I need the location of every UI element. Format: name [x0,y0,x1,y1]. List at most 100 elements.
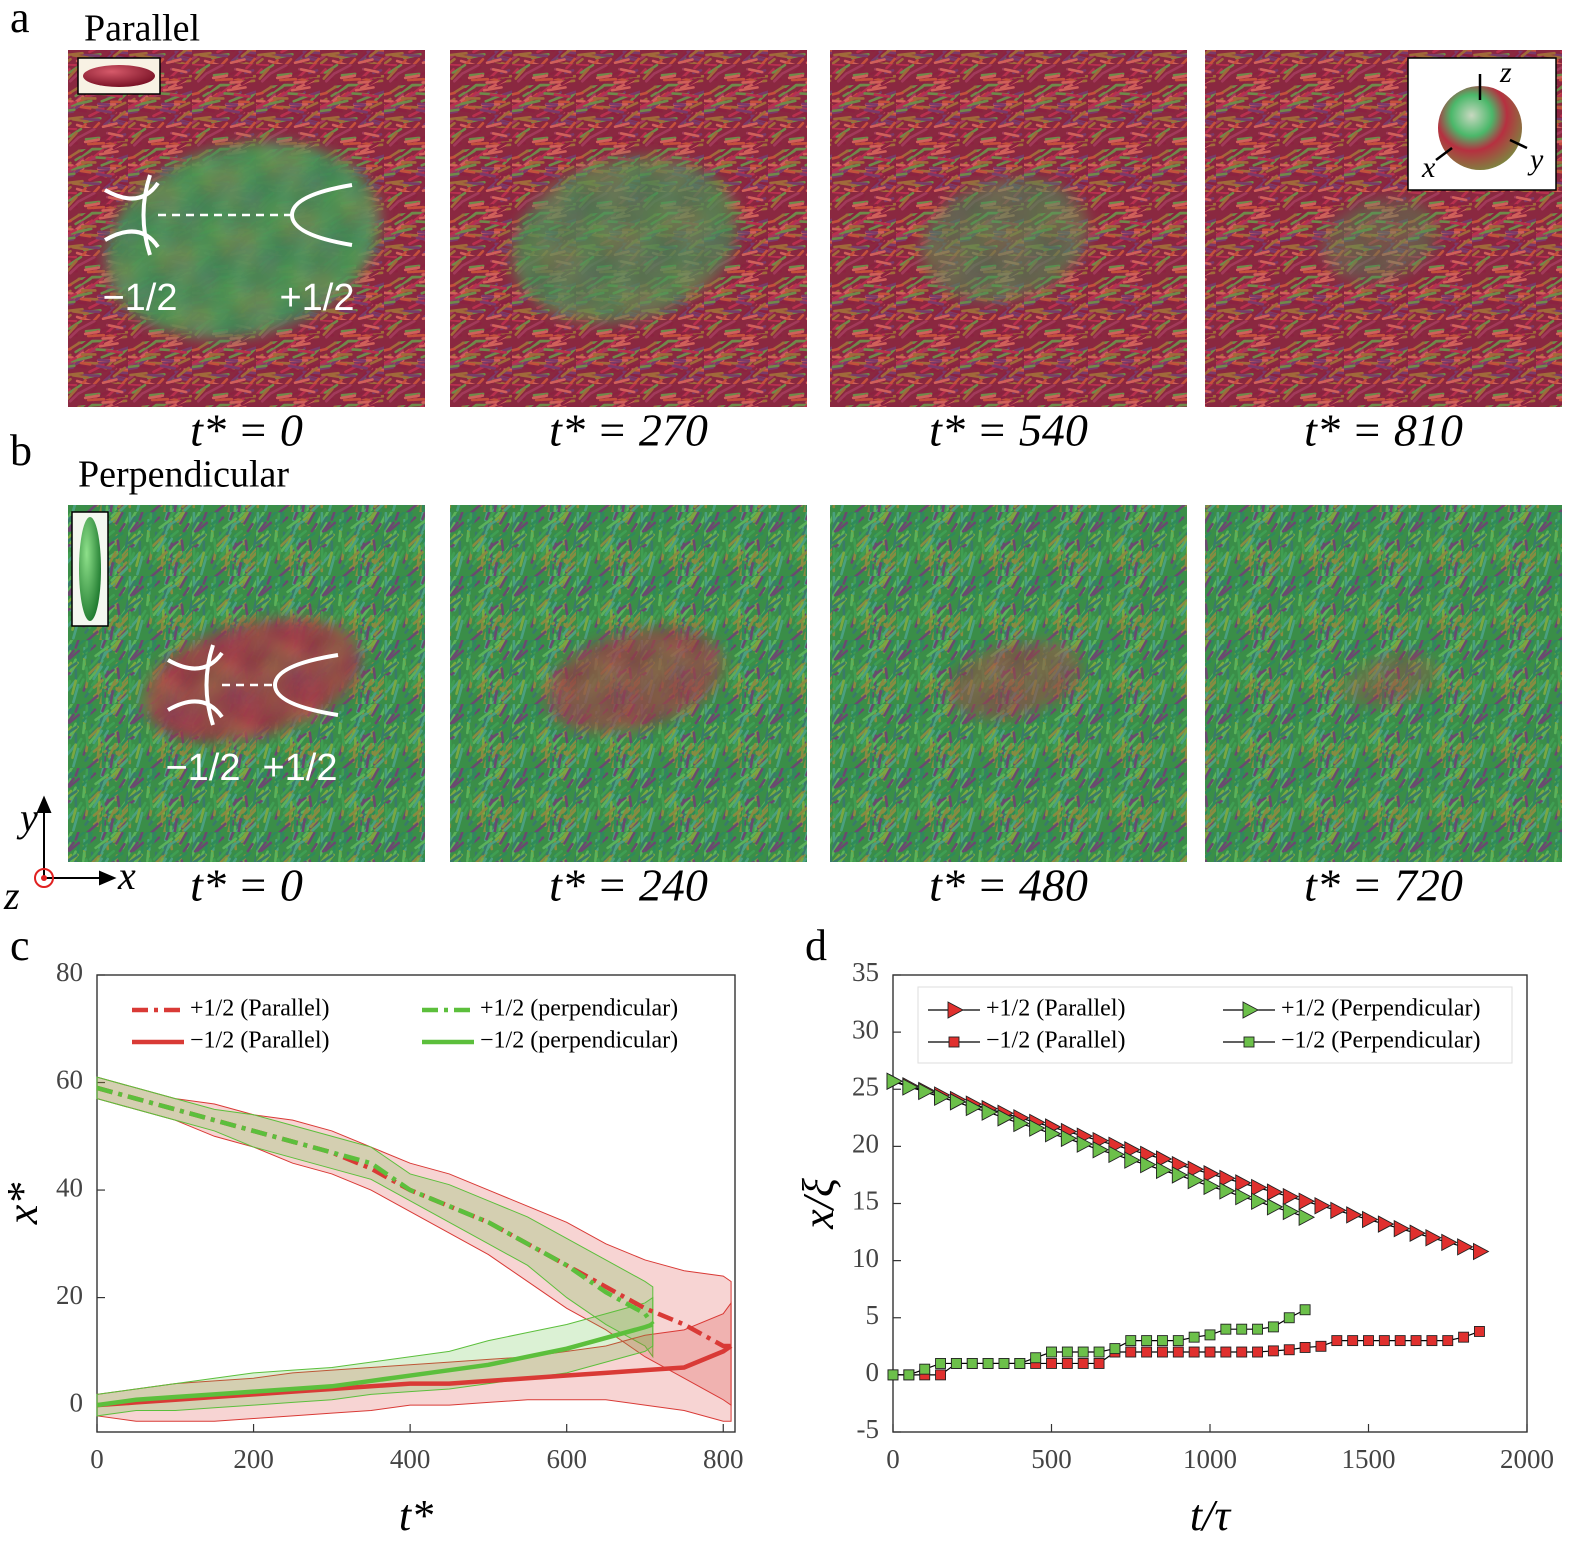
marker [1141,1335,1153,1347]
marker [1109,1343,1121,1355]
legend-label: +1/2 (Perpendicular) [1281,996,1480,1022]
marker [1092,1141,1110,1159]
y-tick-label: -5 [857,1414,880,1444]
marker [903,1369,915,1381]
time-label: t* = 0 [190,860,303,911]
x-tick-label: 0 [886,1444,900,1474]
marker [1172,1346,1184,1358]
minus-half-defect [104,174,160,256]
axis-name: y [16,795,38,840]
marker [1014,1357,1026,1369]
marker [1093,1346,1105,1358]
x-tick-label: 200 [233,1444,274,1474]
marker [1156,1335,1168,1347]
y-tick-label: 40 [56,1172,83,1202]
time-label: t* = 480 [929,860,1088,911]
y-tick-label: 30 [852,1014,879,1044]
arrow-head [99,870,117,886]
marker [1030,1352,1042,1364]
marker [919,1363,931,1375]
marker [1298,1208,1316,1226]
marker [918,1082,935,1101]
marker [1299,1342,1311,1353]
marker [1243,1036,1255,1048]
legend-item: +1/2 (Perpendicular) [1223,996,1480,1022]
marker [1410,1335,1422,1347]
marker [1220,1346,1232,1358]
legend-item: −1/2 (Parallel) [928,1028,1126,1054]
marker [935,1369,946,1381]
y-tick-label: 20 [852,1129,879,1159]
x-tick-label: 0 [90,1444,104,1474]
marker [1441,1233,1458,1252]
x-axis-label: t/τ [1190,1491,1232,1540]
marker [1046,1346,1057,1358]
minus-half-defect [167,644,224,726]
defect-label: +1/2 [262,747,337,789]
defect-label: −1/2 [165,747,240,789]
marker [1187,1171,1205,1190]
chart: 0 200 400 600 800 0 20 40 60 80 t* x* +1/2 (Parallel… [0,957,744,1540]
particle-icon [79,517,101,621]
marker [981,1103,999,1121]
panel-label: d [805,921,827,970]
marker [1236,1323,1248,1335]
marker [1251,1192,1268,1210]
marker [998,1357,1010,1369]
series-line [96,1322,654,1408]
marker [886,1072,903,1091]
y-tick-label: 60 [56,1065,83,1095]
defect-label: −1/2 [102,277,177,319]
defect-domain [921,178,1089,302]
legend-label: −1/2 (perpendicular) [480,1028,678,1054]
marker [1045,1125,1062,1143]
panel-label: a [10,0,30,42]
marker [1394,1335,1406,1347]
marker [1346,1206,1363,1224]
defect-domain [948,641,1082,719]
arrow-head [36,795,52,813]
panel-label: b [10,426,32,475]
marker [887,1369,899,1381]
marker [966,1357,978,1369]
chart: 0 500 1000 1500 2000-505101520253035t/τx/ξ+1… [794,957,1554,1540]
y-tick-label: 5 [866,1300,880,1330]
marker [965,1098,983,1117]
y-tick-label: 0 [70,1387,84,1417]
defect-label: +1/2 [279,277,354,319]
marker [1363,1335,1374,1347]
legend-label: +1/2 (perpendicular) [480,996,678,1022]
marker [1282,1187,1300,1206]
x-axis-label: t* [399,1491,433,1540]
marker [1125,1335,1137,1347]
marker [1219,1169,1236,1188]
confidence-band [96,1076,654,1359]
out-of-plane-dot [41,875,47,881]
marker [1409,1224,1427,1242]
legend-item: −1/2 (Perpendicular) [1223,1028,1480,1054]
defect-domain [1343,653,1437,707]
defect-domain [105,141,381,339]
y-tick-label: 15 [852,1186,879,1216]
marker [1426,1335,1438,1347]
marker [1203,1165,1220,1183]
marker [1457,1238,1474,1256]
marker [1188,1346,1200,1358]
defect-domain [512,157,738,323]
marker [1093,1357,1105,1369]
marker [1442,1335,1454,1347]
x-tick-label: 400 [390,1444,431,1474]
marker [1171,1166,1189,1184]
marker [1204,1329,1216,1341]
marker [1061,1357,1073,1369]
legend-item: +1/2 (perpendicular) [422,996,678,1022]
marker [1204,1346,1216,1358]
defect-domain [143,617,363,743]
marker [1251,1178,1268,1197]
marker [1220,1323,1232,1335]
marker [1077,1346,1089,1358]
legend-label: +1/2 (Parallel) [986,996,1126,1022]
marker [997,1109,1014,1127]
x-tick-label: 1500 [1342,1444,1396,1474]
marker [1029,1119,1046,1137]
